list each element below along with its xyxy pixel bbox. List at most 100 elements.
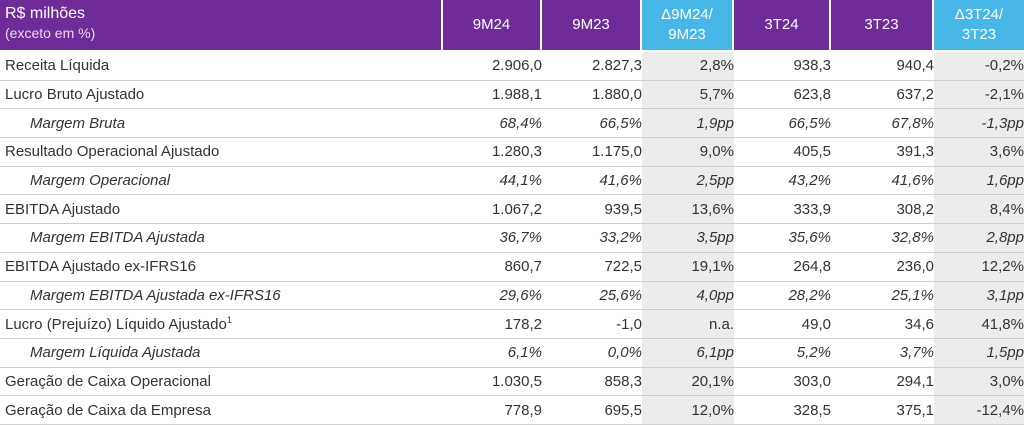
row-label: Margem Operacional: [0, 167, 443, 196]
table-cell: 1,5pp: [934, 338, 1024, 368]
table-cell: 41,6%: [831, 167, 934, 196]
table-cell: 33,2%: [542, 224, 642, 253]
table-cell: 29,6%: [443, 282, 542, 311]
row-label: EBITDA Ajustado: [0, 195, 443, 225]
table-row: Lucro (Prejuízo) Líquido Ajustado1 178,2-…: [0, 310, 1024, 339]
table-cell: -0,2%: [934, 52, 1024, 81]
table-cell: 12,2%: [934, 252, 1024, 282]
table-cell: 0,0%: [542, 339, 642, 368]
table-row: Receita Líquida 2.906,0 2.827,3 2,8% 938,3 94…: [0, 52, 1024, 81]
table-cell: -12,4%: [934, 396, 1024, 425]
table-cell: 6,1pp: [642, 338, 734, 368]
row-label: EBITDA Ajustado ex-IFRS16: [0, 253, 443, 282]
table-cell: 294,1: [831, 368, 934, 397]
row-label-text: Lucro (Prejuízo) Líquido Ajustado: [5, 315, 227, 333]
table-cell: 940,4: [831, 52, 934, 81]
col-header-delta-3t-text: Δ3T24/ 3T23: [954, 6, 1004, 43]
row-label: Margem Líquida Ajustada: [0, 339, 443, 368]
table-cell: 860,7: [443, 253, 542, 282]
table-row: Resultado Operacional Ajustado 1.280,3 1.1…: [0, 138, 1024, 167]
col-header-9m23: 9M23: [542, 0, 642, 52]
row-label: Lucro (Prejuízo) Líquido Ajustado1: [0, 310, 443, 339]
table-row: Margem Líquida Ajustada 6,1% 0,0% 6,1pp 5,2%…: [0, 338, 1024, 368]
table-row: Margem EBITDA Ajustada 36,7% 33,2% 3,5pp 35,…: [0, 224, 1024, 253]
table-cell: 1.280,3: [443, 138, 542, 167]
table-header: R$ milhões (exceto em %) 9M24 9M23 Δ9M24…: [0, 0, 1024, 52]
row-label-text: Margem Bruta: [30, 114, 126, 132]
table-cell: 4,0pp: [642, 281, 734, 311]
table-cell: 12,0%: [642, 396, 734, 425]
table-cell: 695,5: [542, 396, 642, 425]
table-cell: -1,3pp: [934, 109, 1024, 139]
header-unit-cell: R$ milhões (exceto em %): [0, 0, 443, 52]
row-label-text: Resultado Operacional Ajustado: [5, 143, 220, 161]
table-cell: 13,6%: [642, 195, 734, 225]
table-cell: 36,7%: [443, 224, 542, 253]
table-cell: 35,6%: [734, 224, 831, 253]
table-cell: 1,6pp: [934, 166, 1024, 196]
table-cell: 9,0%: [642, 138, 734, 167]
table-cell: 3,0%: [934, 367, 1024, 397]
table-cell: 66,5%: [542, 109, 642, 139]
table-cell: 236,0: [831, 253, 934, 282]
table-cell: 623,8: [734, 81, 831, 110]
row-label: Geração de Caixa da Empresa: [0, 396, 443, 425]
table-cell: 2,8pp: [934, 224, 1024, 253]
col-header-delta-3t: Δ3T24/ 3T23: [934, 0, 1024, 52]
table-cell: 722,5: [542, 253, 642, 282]
table-cell: 303,0: [734, 368, 831, 397]
table-cell: 32,8%: [831, 224, 934, 253]
table-cell: 1.880,0: [542, 81, 642, 110]
col-header-3t24: 3T24: [734, 0, 831, 52]
table-cell: -2,1%: [934, 80, 1024, 110]
table-cell: 858,3: [542, 368, 642, 397]
table-row: Geração de Caixa Operacional 1.030,5 858,3…: [0, 367, 1024, 397]
row-label: Margem EBITDA Ajustada ex-IFRS16: [0, 282, 443, 311]
table-cell: 6,1%: [443, 339, 542, 368]
table-cell: 34,6: [831, 310, 934, 339]
col-header-delta-9m-text: Δ9M24/ 9M23: [661, 6, 713, 43]
table-cell: 3,5pp: [642, 224, 734, 253]
row-label-text: Margem EBITDA Ajustada ex-IFRS16: [30, 286, 281, 304]
table-cell: 375,1: [831, 396, 934, 425]
table-cell: 25,6%: [542, 282, 642, 311]
table-cell: 1.067,2: [443, 195, 542, 225]
table-row: Lucro Bruto Ajustado 1.988,1 1.880,0 5,7% 62…: [0, 80, 1024, 110]
table-cell: 2.906,0: [443, 52, 542, 81]
table-cell: 3,6%: [934, 138, 1024, 167]
row-label: Margem Bruta: [0, 109, 443, 139]
table-cell: 44,1%: [443, 167, 542, 196]
row-label-text: EBITDA Ajustado ex-IFRS16: [5, 258, 196, 276]
table-cell: 939,5: [542, 195, 642, 225]
table-cell: 20,1%: [642, 367, 734, 397]
table-row: EBITDA Ajustado 1.067,2 939,5 13,6% 333,9 308…: [0, 195, 1024, 225]
header-title: R$ milhões: [5, 5, 86, 22]
table-cell: 49,0: [734, 310, 831, 339]
row-label-text: Margem Líquida Ajustada: [30, 344, 201, 362]
table-cell: 938,3: [734, 52, 831, 81]
table-row: Margem Bruta 68,4% 66,5% 1,9pp 66,5% 67,8% -1,…: [0, 109, 1024, 139]
table-cell: 2.827,3: [542, 52, 642, 81]
header-subtitle: (exceto em %): [5, 25, 96, 41]
table-cell: 1,9pp: [642, 109, 734, 139]
table-cell: 1.030,5: [443, 368, 542, 397]
table-cell: 41,8%: [934, 310, 1024, 339]
table-cell: 28,2%: [734, 282, 831, 311]
table-cell: 67,8%: [831, 109, 934, 139]
row-label-text: Margem EBITDA Ajustada: [30, 229, 205, 247]
table-cell: 3,7%: [831, 339, 934, 368]
table-cell: 43,2%: [734, 167, 831, 196]
row-label-text: Margem Operacional: [30, 172, 171, 190]
table-cell: 66,5%: [734, 109, 831, 139]
table-cell: 3,1pp: [934, 281, 1024, 311]
table-cell: 328,5: [734, 396, 831, 425]
row-label: Lucro Bruto Ajustado: [0, 81, 443, 110]
table-row: Margem Operacional 44,1% 41,6% 2,5pp 43,2% 41…: [0, 166, 1024, 196]
row-label: Geração de Caixa Operacional: [0, 368, 443, 397]
table-cell: 25,1%: [831, 282, 934, 311]
table-cell: 1.988,1: [443, 81, 542, 110]
table-cell: 333,9: [734, 195, 831, 225]
col-header-delta-9m: Δ9M24/ 9M23: [642, 0, 734, 52]
row-label: Margem EBITDA Ajustada: [0, 224, 443, 253]
